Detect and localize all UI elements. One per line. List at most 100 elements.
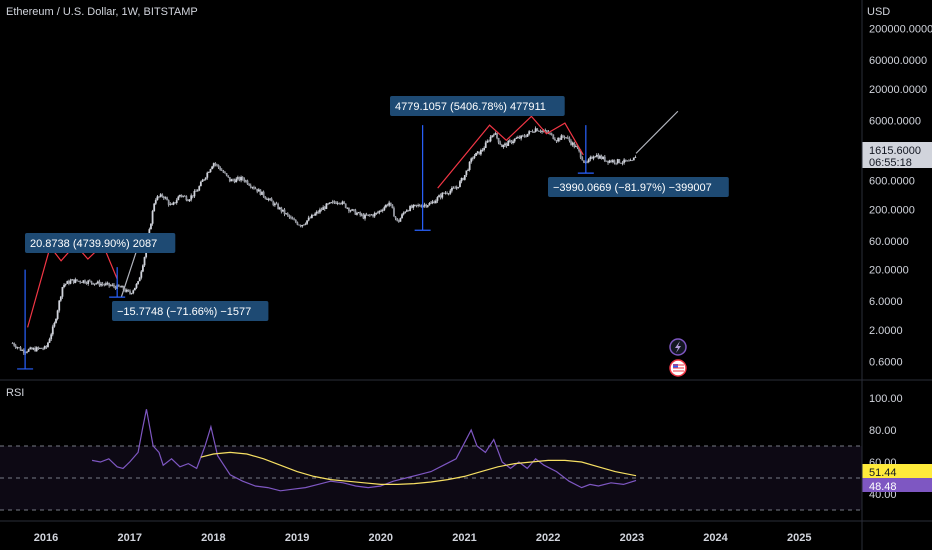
candle-body	[616, 159, 619, 164]
candle-body	[502, 145, 505, 148]
candle-body	[545, 130, 548, 132]
candle-body	[80, 282, 83, 284]
candle-body	[380, 210, 383, 212]
candle-body	[333, 201, 336, 203]
time-tick-label: 2021	[452, 532, 476, 544]
candle-body	[544, 130, 547, 132]
candle-body	[236, 177, 239, 179]
candle-body	[446, 192, 448, 194]
candle-body	[478, 151, 481, 155]
candle-body	[528, 131, 531, 134]
candle-body	[283, 209, 286, 215]
candle-body	[249, 185, 252, 188]
time-axis[interactable]: 2016 2017 2018 2019 2020 2021 2022 2023 2024 2025	[34, 532, 812, 544]
candle-body	[351, 209, 354, 211]
price-badge-text: 06:55:18	[869, 157, 912, 169]
candle-body	[114, 286, 117, 289]
candle-body	[383, 207, 386, 211]
candle-body	[404, 211, 407, 213]
candle-body	[375, 212, 378, 214]
candle-body	[539, 131, 542, 132]
candle-body	[156, 196, 159, 201]
candle-body	[30, 347, 33, 350]
candle-body	[51, 326, 54, 335]
candle-body	[216, 164, 218, 166]
candle-body	[270, 198, 273, 202]
candle-body	[74, 279, 77, 283]
candle-body	[179, 194, 181, 197]
candle-body	[393, 208, 395, 217]
candle-body	[492, 134, 495, 136]
measurement-tools[interactable]: 20.8738 (4739.90%) 2087 −15.7748 (−71.66%…	[17, 96, 729, 370]
candle-body	[40, 347, 43, 349]
measure-label-3[interactable]: 4779.1057 (5406.78%) 477911	[390, 96, 565, 116]
measure-label-2[interactable]: −15.7748 (−71.66%) −1577	[112, 301, 269, 321]
rsi-band-fill	[0, 446, 862, 510]
rsi-title[interactable]: RSI	[6, 387, 25, 399]
candle-body	[282, 209, 284, 212]
candle-body	[368, 214, 371, 216]
candle-body	[348, 207, 350, 212]
candle-body	[434, 200, 437, 204]
candle-body	[257, 189, 260, 192]
candle-body	[220, 169, 223, 171]
candle-body	[154, 200, 157, 204]
candle-body	[549, 133, 551, 135]
candle-body	[370, 214, 373, 216]
candle-body	[415, 204, 418, 206]
measure-label-1[interactable]: 20.8738 (4739.90%) 2087	[25, 233, 176, 253]
candle-body	[589, 157, 592, 160]
rsi-tick-label: 100.00	[869, 393, 903, 405]
measure-label-1-text: 20.8738 (4739.90%) 2087	[30, 238, 157, 250]
candle-body	[19, 347, 22, 351]
candle-body	[339, 203, 342, 205]
candle-body	[129, 291, 131, 294]
candle-body	[608, 160, 611, 163]
candle-body	[294, 219, 297, 223]
us-flag-icon[interactable]	[669, 359, 687, 377]
chart-icons[interactable]	[669, 338, 687, 377]
candle-body	[565, 137, 568, 139]
candle-body	[537, 130, 540, 132]
time-tick-label: 2016	[34, 532, 58, 544]
candle-body	[150, 223, 152, 230]
candle-body	[328, 202, 331, 204]
candle-body	[182, 195, 185, 197]
measure-label-4[interactable]: −3990.0669 (−81.97%) −399007	[548, 177, 729, 197]
candle-body	[471, 157, 474, 159]
candle-body	[240, 176, 242, 181]
candle-body	[151, 211, 154, 224]
candle-body	[219, 167, 222, 170]
candle-body	[121, 286, 123, 288]
price-tick-label: 200.0000	[869, 204, 915, 216]
candle-body	[576, 146, 579, 148]
candle-body	[346, 207, 349, 209]
candle-body	[479, 150, 482, 155]
candle-body	[125, 289, 128, 292]
candle-body	[278, 207, 281, 210]
candle-body	[59, 296, 62, 301]
rsi-value-badge-text: 48.48	[869, 481, 897, 493]
candle-body	[629, 160, 632, 162]
price-tick-label: 60.0000	[869, 236, 909, 248]
candle-body	[296, 222, 299, 225]
rsi-series-layer	[91, 409, 637, 492]
candle-body	[185, 196, 188, 201]
lightning-icon[interactable]	[669, 338, 687, 356]
candle-body	[246, 180, 249, 185]
candle-body	[455, 187, 458, 189]
candle-body	[521, 135, 524, 137]
candle-body	[290, 217, 292, 218]
chart-title[interactable]: Ethereum / U.S. Dollar, 1W, BITSTAMP	[6, 6, 198, 18]
candle-body	[451, 187, 453, 191]
candle-body	[409, 206, 411, 211]
candle-body	[378, 210, 381, 213]
candle-body	[460, 178, 463, 182]
candle-body	[515, 138, 518, 139]
candle-body	[199, 181, 202, 187]
candle-body	[372, 214, 374, 217]
candle-body	[531, 131, 534, 133]
time-tick-label: 2024	[703, 532, 728, 544]
candle-body	[87, 280, 90, 284]
